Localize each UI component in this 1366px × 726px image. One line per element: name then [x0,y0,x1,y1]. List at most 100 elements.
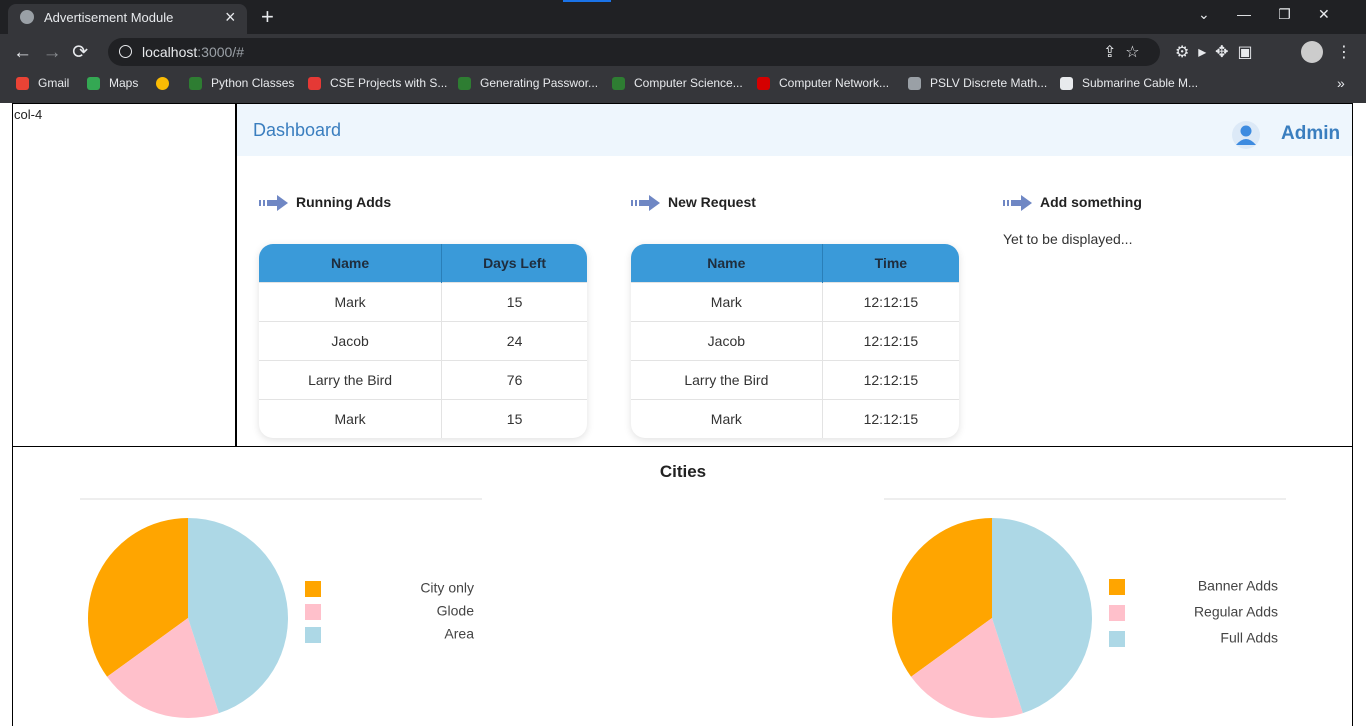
table-row: Larry the Bird 12:12:15 [631,360,959,400]
legend-swatch [1109,605,1125,621]
tab-indicator [563,0,611,2]
bookmark[interactable]: Python Classes [211,76,295,90]
table-cell: 24 [441,321,587,361]
table-cell: Mark [631,282,823,322]
extensions[interactable]: ⚙ ▸ ✥ ▣ [1175,44,1253,61]
profile-avatar[interactable] [1301,41,1323,63]
column-header: Time [822,244,959,283]
legend-label: Area [444,626,474,642]
table-cell: Larry the Bird [631,360,823,400]
table-card: Name Days Left Mark 15 Jacob 24 Larry the Bird… [259,244,587,438]
bookmark-icon [16,77,29,90]
arrow-icon [631,195,660,211]
url-host: localhost [142,44,198,60]
bookmark-icon [458,77,471,90]
bookmark-icon [1060,77,1073,90]
bookmark[interactable]: Gmail [38,76,70,90]
legend-swatch [305,581,321,597]
column-header: Name [631,244,823,283]
legend-swatch [1109,579,1125,595]
table-cell: 76 [441,360,587,400]
bookmark-icon [908,77,921,90]
charts-title: Cities [659,462,707,481]
tab-icon [20,10,34,24]
bookmark[interactable]: Maps [109,76,139,90]
table-cell: 15 [441,399,587,438]
legend-label: Banner Adds [1198,578,1278,594]
table-cell: 12:12:15 [822,282,959,322]
arrow-icon [1003,195,1032,211]
table-row: Mark 12:12:15 [631,282,959,322]
legend-swatch [305,604,321,620]
sidebar-label: col-4 [14,107,43,122]
tab-close[interactable]: × [225,7,236,27]
menu[interactable]: ⋮ [1336,44,1352,61]
table-row: Mark 15 [259,282,587,322]
table-cell: 12:12:15 [822,399,959,438]
bookmark-icon [612,77,625,90]
column-divider [235,103,237,447]
table-row: Larry the Bird 76 [259,360,587,400]
table-row: Jacob 12:12:15 [631,321,959,361]
column-header: Name [259,244,443,283]
bookmark[interactable]: PSLV Discrete Math... [930,76,1048,90]
address-actions[interactable]: ⇪ ☆ [1103,44,1140,61]
pie-slice [892,518,992,677]
url-path: :3000/# [197,44,244,60]
bookmark[interactable]: Submarine Cable M... [1082,76,1199,90]
bookmark-icon [156,77,169,90]
bookmark[interactable]: Generating Passwor... [480,76,599,90]
pie-slice [911,618,1023,718]
table-cell: Mark [259,399,443,438]
table-cell: Larry the Bird [259,360,443,400]
nav-buttons[interactable]: ← → ⟳ [13,42,89,63]
legend-swatch [305,627,321,643]
table-cell: Jacob [259,321,443,361]
bookmark-icon [189,77,202,90]
pie-slice [107,618,219,718]
address-bar[interactable] [108,38,1160,66]
active-tab[interactable] [8,4,247,34]
section-text: Yet to be displayed... [1003,231,1133,247]
table-cell: 12:12:15 [822,360,959,400]
charts: City only Glode Area Banner Adds Regular Add… [80,498,1286,718]
column-header: Days Left [441,244,587,283]
bookmark-icon [308,77,321,90]
table-header: Name Days Left [259,244,587,283]
table-row: Mark 15 [259,399,587,438]
table-cell: Mark [259,282,443,322]
table-cell: 12:12:15 [822,321,959,361]
section-title: Running Adds [296,194,392,210]
tab-title: Advertisement Module [44,10,174,25]
pie-slice [188,518,288,714]
table-cell: Jacob [631,321,823,361]
bookmark-icon [757,77,770,90]
site-info-icon[interactable] [119,45,132,58]
bookmarks-more[interactable]: » [1337,75,1345,91]
pie-slice [992,518,1092,714]
legend-label: Glode [437,603,475,619]
legend-label: City only [420,580,474,596]
table-header: Name Time [631,244,959,283]
legend-swatch [1109,631,1125,647]
table: Name Days Left Mark 15 Jacob 24 Larry the Bird… [259,244,587,438]
bookmark[interactable]: Computer Network... [779,76,890,90]
header-user[interactable]: Admin [1281,123,1341,144]
header-title: Dashboard [253,120,342,140]
user-icon[interactable] [1232,121,1260,149]
table: Name Time Mark 12:12:15 Jacob 12:12:15 Larry t… [631,244,959,438]
table-cell: 15 [441,282,587,322]
header [237,104,1352,156]
legend-label: Full Adds [1220,630,1278,646]
table-row: Mark 12:12:15 [631,399,959,438]
window-controls[interactable]: ⌄ — ❐ ✕ [1198,6,1330,22]
section-title: Add something [1040,194,1142,210]
bookmark[interactable]: CSE Projects with S... [330,76,448,90]
table-cell: Mark [631,399,823,438]
bookmark[interactable]: Computer Science... [634,76,743,90]
bookmark-icon [87,77,100,90]
arrow-icon [259,195,288,211]
bottom-row [12,446,1353,726]
new-tab[interactable]: + [261,4,274,29]
url: localhost:3000/# [142,44,244,60]
